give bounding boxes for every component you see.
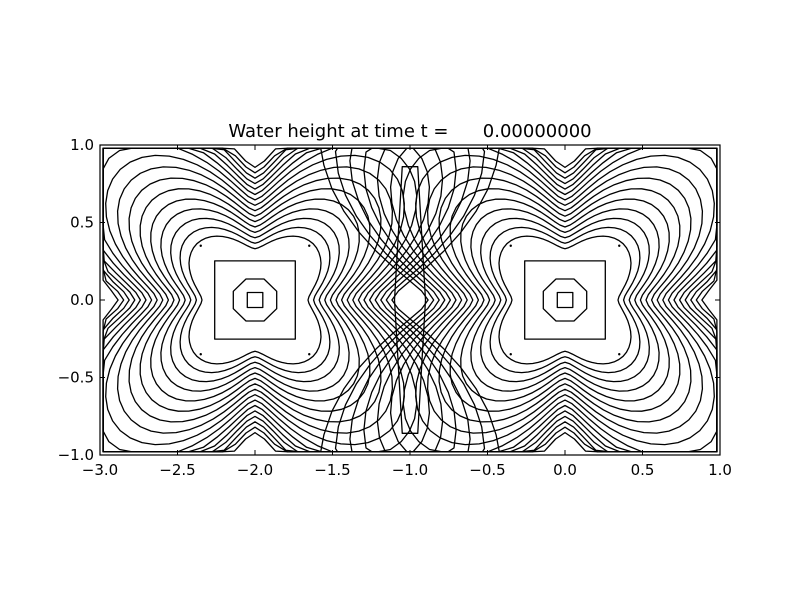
contour-line (556, 291, 574, 309)
contour-line (150, 198, 360, 402)
x-tick-label: −3.0 (82, 461, 118, 479)
x-tick-label: 0.0 (553, 461, 577, 479)
contour-line (160, 208, 350, 392)
contour-line (393, 166, 427, 434)
x-tick-label: 0.5 (631, 461, 655, 479)
x-tick-label: −2.0 (237, 461, 273, 479)
contour-lines (102, 147, 718, 453)
contour-line (139, 188, 371, 412)
contour-line (542, 278, 588, 322)
y-tick-label: 1.0 (70, 136, 94, 154)
contour-point (618, 353, 621, 356)
contour-line (179, 226, 331, 374)
contour-point (618, 244, 621, 247)
contour-line (105, 154, 405, 446)
x-tick-label: 1.0 (708, 461, 732, 479)
contour-point (509, 353, 512, 356)
y-tick-label: −1.0 (58, 446, 94, 464)
contour-line (415, 154, 715, 446)
contour-point (308, 353, 311, 356)
contour-line (438, 177, 692, 423)
contour-line (246, 291, 264, 309)
contour-point (308, 244, 311, 247)
contour-point (509, 244, 512, 247)
y-tick-label: 0.0 (70, 291, 94, 309)
contour-line (470, 208, 660, 392)
contour-line (449, 188, 681, 412)
x-tick-label: −1.5 (314, 461, 350, 479)
contour-line (170, 217, 340, 383)
contour-line (128, 177, 382, 423)
contour-line (524, 260, 606, 340)
contour-line (489, 226, 641, 374)
contour-point (199, 244, 202, 247)
y-tick-label: 0.5 (70, 214, 94, 232)
contour-line (320, 147, 718, 453)
contour-lobe-2 (320, 147, 718, 453)
contour-point (199, 353, 202, 356)
x-tick-label: −0.5 (469, 461, 505, 479)
y-tick-label: −0.5 (58, 369, 94, 387)
x-tick-label: −1.0 (392, 461, 428, 479)
contour-line (426, 166, 704, 434)
x-tick-label: −2.5 (159, 461, 195, 479)
y-axis: −1.0 −0.5 0.0 0.5 1.0 (58, 136, 720, 464)
contour-line (480, 217, 650, 383)
x-axis: −3.0 −2.5 −2.0 −1.5 −1.0 −0.5 0.0 0.5 1.0 (82, 145, 732, 479)
contour-line (214, 260, 296, 340)
chart-title: Water height at time t = 0.00000000 (228, 121, 591, 142)
contour-line (116, 166, 394, 434)
contour-line (232, 278, 278, 322)
contour-line (188, 235, 322, 365)
contour-line (498, 235, 632, 365)
contour-line (460, 198, 670, 402)
